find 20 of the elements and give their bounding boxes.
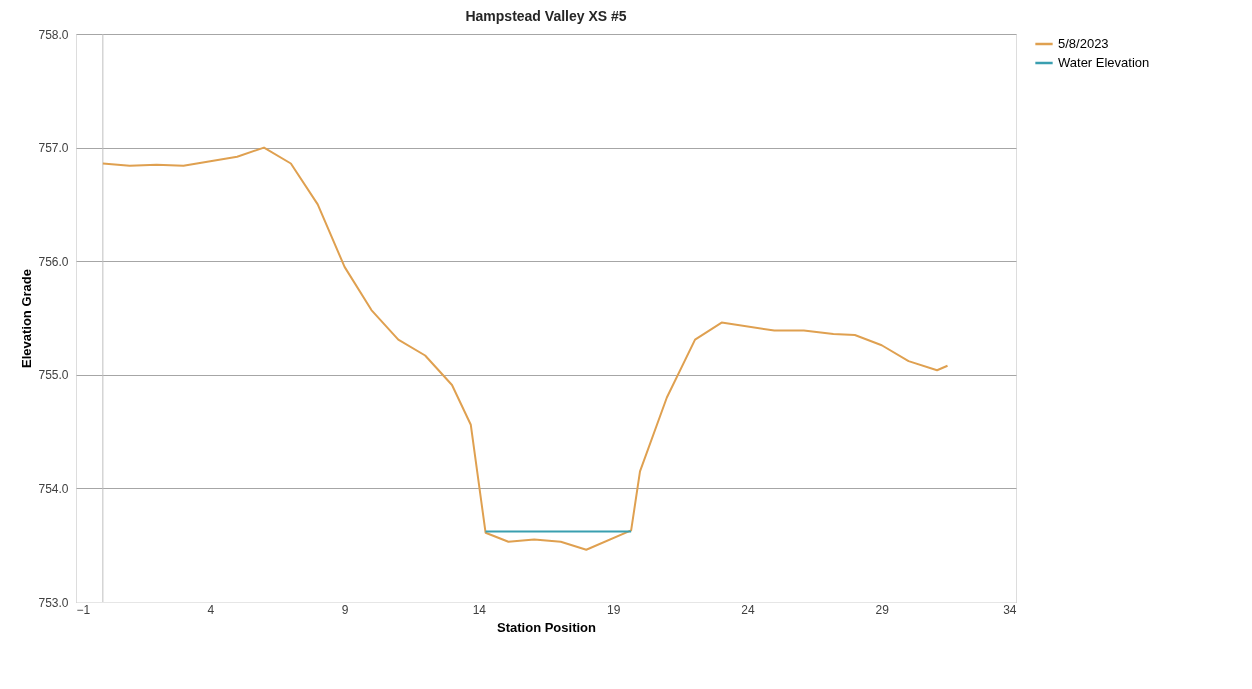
y-tick-label: 754.0 — [38, 481, 69, 496]
y-tick-label: 755.0 — [38, 368, 69, 383]
x-tick-label: 24 — [741, 602, 755, 617]
x-axis-title: Station Position — [497, 619, 597, 635]
x-tick-label: 9 — [341, 602, 349, 617]
line-series — [101, 146, 949, 551]
chart-title: Hampstead Valley XS #5 — [465, 8, 627, 24]
x-tick-label: 19 — [606, 602, 621, 617]
legend-label: 5/8/2023 — [1058, 36, 1109, 51]
y-axis-title: Elevation Grade — [19, 269, 35, 368]
x-tick-label: 29 — [875, 602, 890, 617]
y-tick-label: 758.0 — [38, 27, 69, 42]
y-tick-label: 756.0 — [38, 254, 69, 269]
x-tick-label: −1 — [76, 602, 91, 617]
y-tick-label: 753.0 — [38, 595, 69, 610]
legend-label: Water Elevation — [1058, 55, 1150, 70]
x-tick-label: 34 — [1003, 602, 1017, 617]
x-tick-label: 14 — [472, 602, 487, 617]
x-tick-label: 4 — [207, 602, 215, 617]
y-tick-label: 757.0 — [38, 141, 69, 156]
